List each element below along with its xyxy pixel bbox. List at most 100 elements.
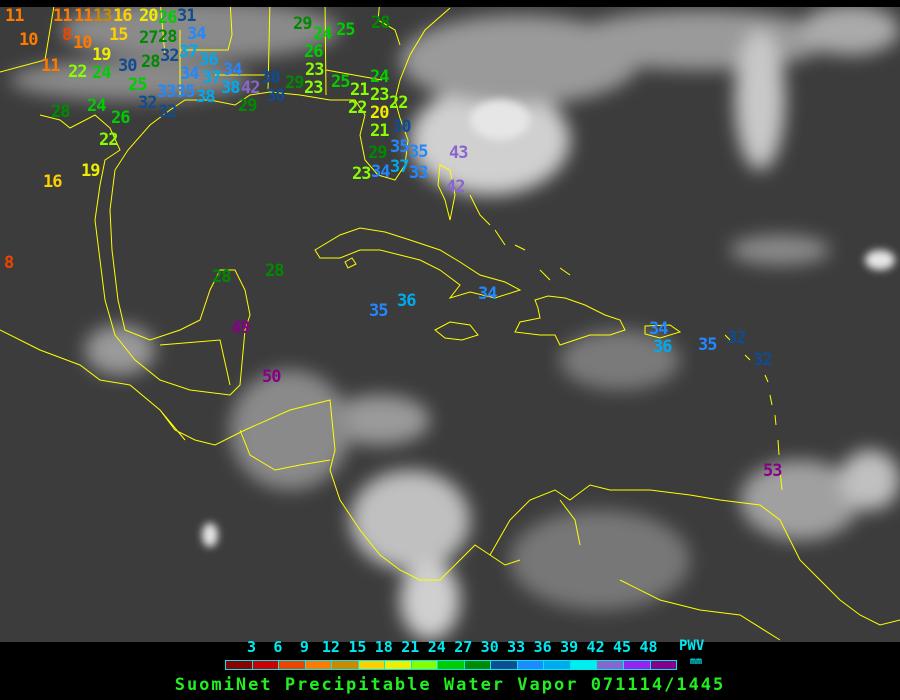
station-pwv-value: 34 [649,319,669,339]
legend-swatch [358,661,386,669]
station-pwv-value: 28 [158,27,178,47]
station-pwv-value: 21 [370,121,390,141]
station-pwv-value: 38 [196,87,216,107]
coastline-layer [0,0,900,641]
station-pwv-value: 36 [653,337,673,357]
legend-tick: 30 [480,638,499,656]
station-pwv-value: 28 [371,13,391,33]
station-pwv-value: 32 [158,102,178,122]
station-pwv-value: 28 [212,267,232,287]
station-pwv-value: 23 [352,164,372,184]
station-pwv-value: 10 [73,33,93,53]
station-pwv-value: 34 [478,284,498,304]
station-pwv-value: 33 [157,82,177,102]
station-pwv-value: 23 [370,85,390,105]
legend-tick: 48 [639,638,658,656]
station-pwv-value: 37 [179,42,199,62]
hispaniola [514,295,626,346]
us-gulf-coast [39,7,451,396]
station-pwv-value: 32 [753,350,773,370]
station-pwv-value: 29 [285,73,305,93]
legend-swatch [279,661,306,669]
central-america [0,329,521,581]
legend-swatch [491,661,518,669]
station-pwv-value: 20 [370,103,390,123]
station-pwv-value: 10 [19,30,39,50]
legend-tick: 9 [299,638,309,656]
station-pwv-value: 34 [223,60,243,80]
station-pwv-value: 21 [350,80,370,100]
station-pwv-value: 37 [202,68,222,88]
legend-tick: 27 [454,638,473,656]
jamaica [434,321,479,341]
station-pwv-value: 25 [128,75,148,95]
station-pwv-value: 22 [348,98,368,118]
station-pwv-value: 8 [4,253,14,273]
station-pwv-value: 35 [369,301,389,321]
station-pwv-value: 35 [390,137,410,157]
legend-swatch [597,661,624,669]
station-pwv-value: 53 [763,461,783,481]
station-pwv-value: 22 [389,93,409,113]
legend-tick: 12 [321,638,340,656]
legend-tick: 3 [246,638,256,656]
legend-swatch [252,661,280,669]
station-pwv-value: 25 [336,20,356,40]
station-pwv-value: 26 [111,108,131,128]
legend-tick: 33 [507,638,526,656]
station-pwv-value: 11 [53,6,73,26]
station-pwv-value: 29 [368,143,388,163]
station-pwv-value: 19 [92,45,112,65]
station-pwv-value: 22 [99,130,119,150]
station-pwv-value: 35 [176,82,196,102]
legend-swatch [570,661,598,669]
station-pwv-value: 29 [238,96,258,116]
legend-swatch [464,661,492,669]
station-pwv-value: 25 [331,72,351,92]
station-pwv-value: 23 [304,78,324,98]
legend-swatch [305,661,333,669]
cuba [314,227,522,299]
station-pwv-value: 32 [160,46,180,66]
station-pwv-value: 28 [141,52,161,72]
map-title: SuomiNet Precipitable Water Vapor 071114… [174,675,726,695]
station-pwv-value: 24 [92,63,112,83]
station-pwv-value: 11 [41,56,61,76]
legend-tick: 6 [273,638,283,656]
south-america [489,484,900,641]
station-pwv-value: 42 [241,78,261,98]
station-pwv-value: 23 [305,60,325,80]
station-pwv-value: 30 [118,56,138,76]
puerto-rico [644,324,682,339]
legend-tick: 42 [586,638,605,656]
station-pwv-value: 37 [390,157,410,177]
station-pwv-value: 11 [5,6,25,26]
station-pwv-value: 28 [51,102,71,122]
legend-unit-label: PWV [679,638,705,654]
station-pwv-value: 36 [397,291,417,311]
legend-tick: 21 [401,638,420,656]
legend-tick: 15 [348,638,367,656]
legend-tick: 24 [427,638,446,656]
legend-swatch [438,661,465,669]
station-pwv-value: 34 [371,162,391,182]
station-pwv-value: 34 [187,24,207,44]
station-pwv-value: 24 [370,67,390,87]
station-pwv-value: 16 [43,172,63,192]
station-pwv-value: 30 [392,117,412,137]
station-pwv-value: 42 [446,177,466,197]
station-pwv-value: 26 [158,8,178,28]
top-border [0,0,900,7]
station-pwv-value: 20 [139,6,159,26]
station-pwv-value: 24 [87,96,107,116]
station-labels: 11 11 11 13 16 20 15 10 8 10 19 11 22 24 30 28 27 28 32 26 3… [4,6,783,481]
legend-unit-mm: mm [690,656,703,667]
station-pwv-value: 16 [113,6,133,26]
station-pwv-value: 32 [727,328,747,348]
legend-swatch [623,661,651,669]
station-pwv-value: 29 [293,14,313,34]
legend-swatch [226,661,253,669]
color-legend: 3 6 9 12 15 18 21 24 27 30 33 36 39 42 45 48 PWV mm Suo… [0,638,900,700]
cloud-layer [10,0,900,640]
